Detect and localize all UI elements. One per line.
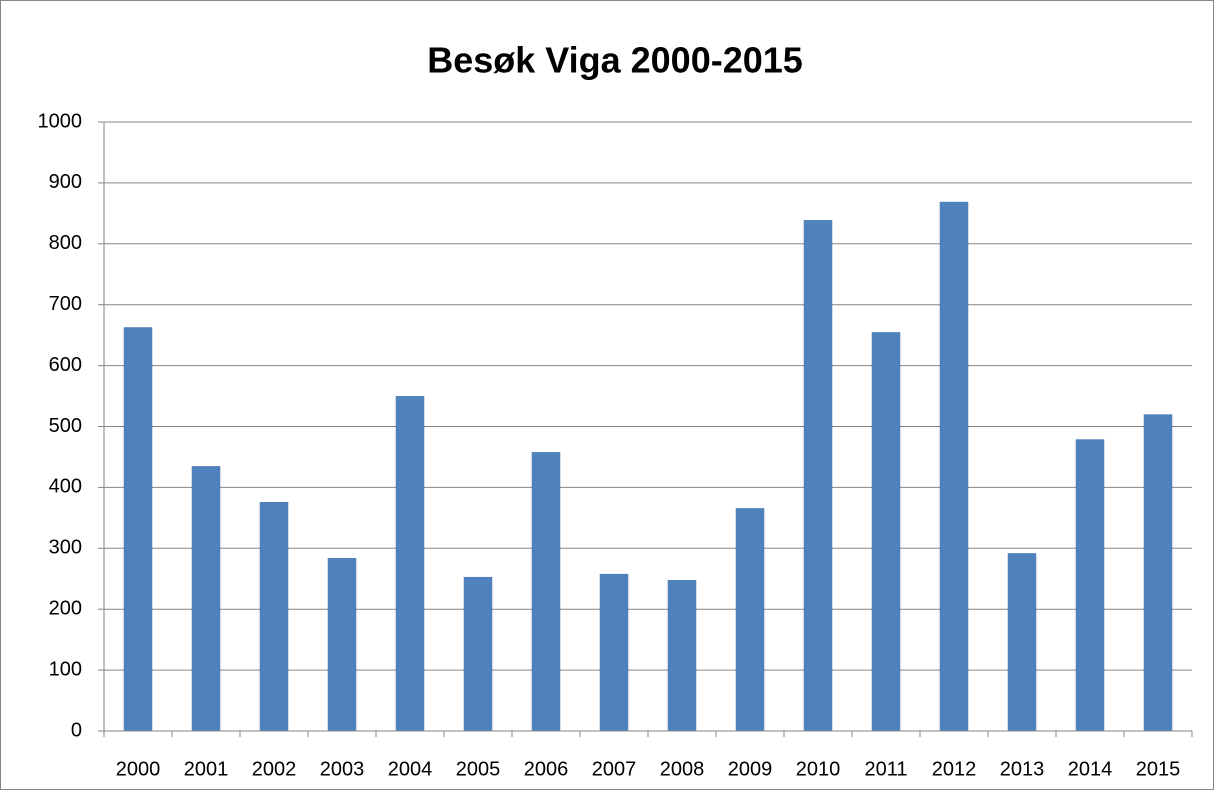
x-tick-label: 2003 (320, 758, 365, 780)
y-tick-label: 600 (49, 354, 82, 376)
bar (327, 558, 357, 731)
bar (123, 327, 153, 731)
x-tick-label: 2009 (728, 758, 773, 780)
y-tick-label: 800 (49, 232, 82, 254)
bar (463, 576, 493, 731)
chart-title: Besøk Viga 2000-2015 (427, 40, 803, 81)
bar (599, 573, 629, 731)
x-tick-label: 2014 (1068, 758, 1113, 780)
y-tick-label: 900 (49, 171, 82, 193)
bar (1143, 414, 1173, 731)
bar (1007, 553, 1037, 731)
bar (1075, 439, 1105, 731)
bar (191, 466, 221, 731)
y-tick-label: 200 (49, 597, 82, 619)
bar (803, 220, 833, 731)
x-tick-label: 2012 (932, 758, 977, 780)
y-tick-label: 1000 (38, 110, 83, 132)
x-tick-label: 2007 (592, 758, 637, 780)
y-tick-label: 500 (49, 415, 82, 437)
y-tick-label: 400 (49, 476, 82, 498)
bar (735, 508, 765, 731)
y-tick-label: 700 (49, 293, 82, 315)
x-tick-label: 2001 (184, 758, 229, 780)
x-tick-label: 2010 (796, 758, 841, 780)
bar (871, 332, 901, 731)
x-tick-label: 2015 (1136, 758, 1181, 780)
x-tick-label: 2011 (864, 758, 907, 780)
bar (259, 502, 289, 731)
bar (395, 396, 425, 731)
bar (531, 452, 561, 731)
x-tick-label: 2002 (252, 758, 297, 780)
x-tick-label: 2008 (660, 758, 705, 780)
x-tick-label: 2006 (524, 758, 569, 780)
x-tick-label: 2000 (116, 758, 161, 780)
y-tick-label: 300 (49, 537, 82, 559)
y-tick-label: 0 (71, 719, 82, 741)
x-tick-label: 2013 (1000, 758, 1045, 780)
x-tick-label: 2004 (388, 758, 433, 780)
y-tick-label: 100 (49, 658, 82, 680)
bar (667, 579, 697, 731)
bar (939, 201, 969, 732)
x-tick-label: 2005 (456, 758, 501, 780)
